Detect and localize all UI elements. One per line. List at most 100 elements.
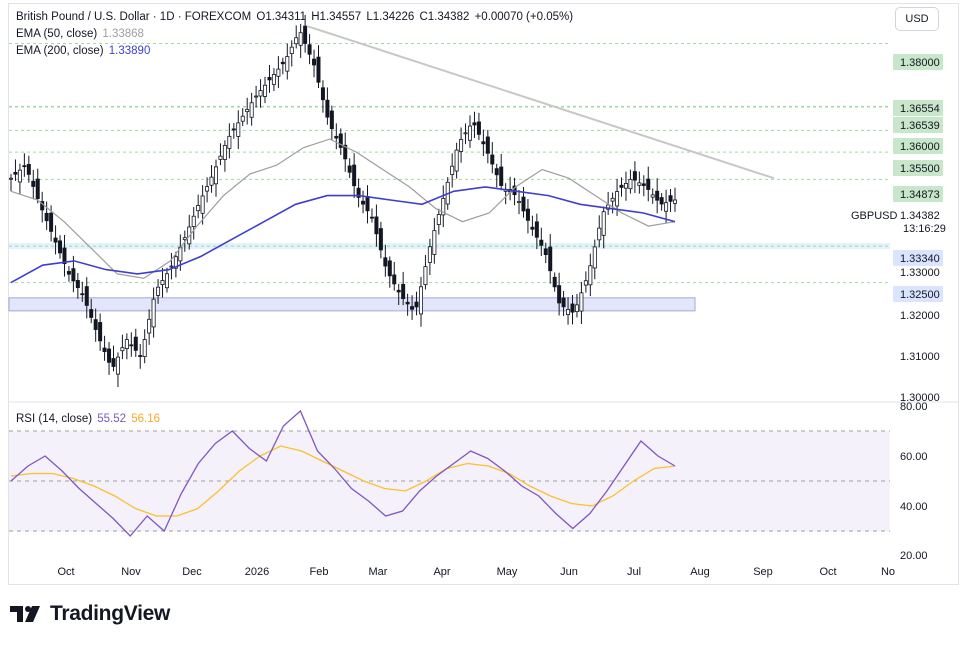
candle-body: [312, 58, 317, 66]
candle-body: [521, 196, 526, 212]
candle-body: [632, 171, 637, 181]
candle-body: [22, 165, 27, 168]
price-tick-label: 1.33000: [900, 267, 940, 279]
candle-body: [454, 149, 459, 172]
candle-body: [659, 197, 664, 205]
candle-body: [441, 198, 446, 216]
candle-body: [316, 56, 321, 83]
candle-body: [601, 211, 606, 236]
candle-body: [499, 166, 504, 186]
price-label-box: [893, 286, 943, 302]
candle-body: [476, 121, 481, 135]
candle-body: [494, 168, 499, 176]
candle-body: [222, 145, 227, 160]
brand-name: TradingView: [50, 602, 171, 625]
price-tick-label: 1.36539: [900, 120, 940, 132]
candle-body: [378, 228, 383, 251]
candle-body: [338, 133, 343, 148]
candle-body: [75, 280, 80, 289]
candle-body: [254, 95, 259, 98]
price-tick-label: 1.35500: [900, 163, 940, 175]
symbol-legend: British Pound / U.S. Dollar · 1D · FOREX…: [16, 11, 575, 23]
candle-body: [133, 336, 138, 351]
candle-body: [637, 182, 642, 186]
price-tick-label: 1.31000: [900, 351, 940, 363]
candle-body: [191, 215, 196, 227]
candle-body: [459, 139, 464, 152]
candle-body: [410, 306, 415, 310]
ema200-legend[interactable]: EMA (200, close) 1.33890: [16, 45, 152, 57]
candle-body: [490, 154, 495, 165]
candle-body: [320, 87, 325, 101]
candle-body: [138, 355, 143, 357]
candle-body: [213, 166, 218, 185]
rsi-ma-line: [10, 445, 676, 517]
candle-body: [182, 237, 187, 240]
rsi-legend[interactable]: RSI (14, close) 55.52 56.16: [16, 413, 162, 425]
candle-body: [156, 286, 161, 296]
candle-body: [427, 246, 432, 263]
candle-body: [485, 136, 490, 154]
candle-body: [583, 280, 588, 286]
candle-body: [343, 144, 348, 160]
candle-body: [196, 205, 201, 212]
time-axis-label: Oct: [57, 566, 74, 578]
ema200-label: EMA (200, close): [16, 45, 104, 57]
currency-button[interactable]: USD: [895, 7, 939, 31]
candle-body: [98, 322, 103, 342]
rsi-value: 55.52: [97, 413, 127, 425]
candle-body: [548, 246, 553, 272]
candle-body: [218, 155, 223, 160]
rsi-tick-label: 20.00: [900, 550, 928, 562]
candle-body: [209, 176, 214, 186]
candle-body: [35, 178, 40, 199]
time-axis-label: Oct: [819, 566, 836, 578]
candle-body: [58, 240, 63, 254]
candle-body: [401, 283, 406, 299]
time-axis-label: Dec: [182, 566, 202, 578]
low-value: L1.34226: [366, 11, 415, 23]
candle-body: [436, 214, 441, 225]
candle-body: [414, 301, 419, 308]
time-axis-label: Jun: [560, 566, 578, 578]
candle-body: [325, 99, 330, 118]
candle-body: [89, 309, 94, 318]
candle-body: [534, 221, 539, 238]
high-value: H1.34557: [311, 11, 362, 23]
ema50-label: EMA (50, close): [16, 28, 98, 40]
candle-body: [356, 187, 361, 198]
candle-body: [151, 298, 156, 328]
time-axis-label: Sep: [753, 566, 773, 578]
tradingview-logo[interactable]: TradingView: [10, 600, 170, 628]
candle-body: [592, 246, 597, 269]
time-axis-label: Feb: [310, 566, 329, 578]
symbol-line[interactable]: British Pound / U.S. Dollar · 1D · FOREX…: [16, 11, 252, 23]
ema50-legend[interactable]: EMA (50, close) 1.33868: [16, 28, 146, 40]
open-value: O1.34311: [256, 11, 307, 23]
price-tick-label: 1.34873: [900, 189, 940, 201]
price-label-box: [893, 186, 943, 202]
tradingview-logo-icon: [10, 606, 40, 622]
candle-body: [655, 190, 660, 201]
price-tick-label: 1.36554: [900, 103, 940, 115]
candle-body: [352, 164, 357, 187]
candle-body: [62, 247, 67, 265]
candle-body: [115, 356, 120, 375]
candle-body: [294, 37, 299, 45]
candle-body: [142, 339, 147, 357]
price-tick-label: 1.34382: [900, 210, 940, 222]
candle-body: [205, 186, 210, 192]
candle-body: [664, 202, 669, 212]
support-zone: [8, 297, 696, 312]
candle-body: [557, 285, 562, 304]
candle-body: [111, 358, 116, 367]
candle-body: [472, 122, 477, 126]
candle-body: [26, 164, 31, 175]
time-axis-label: 2026: [245, 566, 269, 578]
close-value: C1.34382: [419, 11, 470, 23]
candle-body: [271, 74, 276, 85]
price-tick-label: 1.30000: [900, 392, 940, 404]
ema50-value: 1.33868: [102, 28, 144, 40]
candle-body: [650, 194, 655, 198]
